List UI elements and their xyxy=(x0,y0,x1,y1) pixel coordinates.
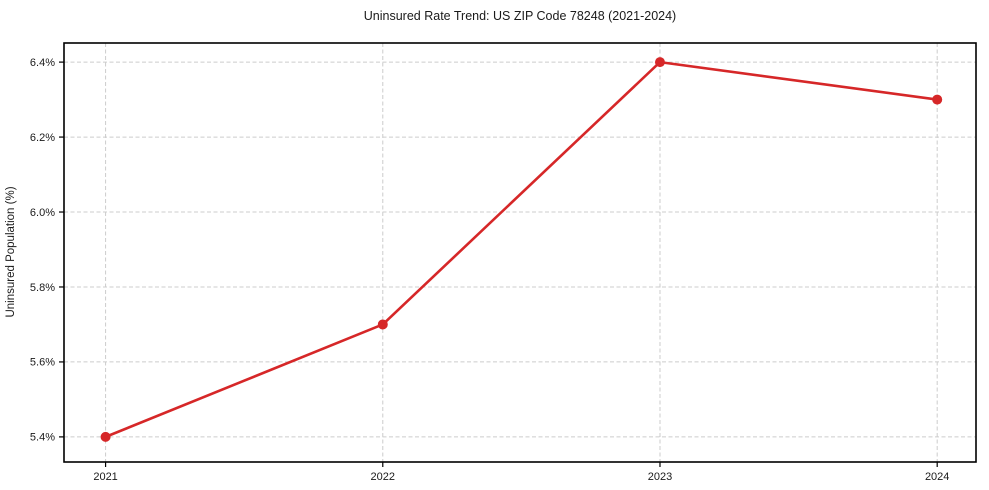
y-tick-label: 6.4% xyxy=(30,57,55,69)
data-point xyxy=(377,319,388,330)
x-tick-label: 2024 xyxy=(925,471,949,483)
x-tick-label: 2022 xyxy=(371,471,395,483)
chart-title: Uninsured Rate Trend: US ZIP Code 78248 … xyxy=(364,9,676,23)
y-tick-label: 6.0% xyxy=(30,207,55,219)
data-point xyxy=(654,57,665,68)
plot-area: 5.4% 5.6% 5.8% 6.0% 6.2% 6.4% 2021 2022 2023 2024 xyxy=(30,42,977,483)
y-tick-label: 5.6% xyxy=(30,357,55,369)
y-tick-label: 5.8% xyxy=(30,282,55,294)
y-axis-label: Uninsured Population (%) xyxy=(5,186,17,317)
plot-border xyxy=(63,42,977,463)
data-point xyxy=(932,94,943,105)
y-tick-label: 6.2% xyxy=(30,132,55,144)
y-tick-label: 5.4% xyxy=(30,432,55,444)
trend-line xyxy=(104,60,939,439)
data-point xyxy=(100,431,111,442)
x-tick-label: 2023 xyxy=(648,471,672,483)
x-tick-label: 2021 xyxy=(93,471,117,483)
